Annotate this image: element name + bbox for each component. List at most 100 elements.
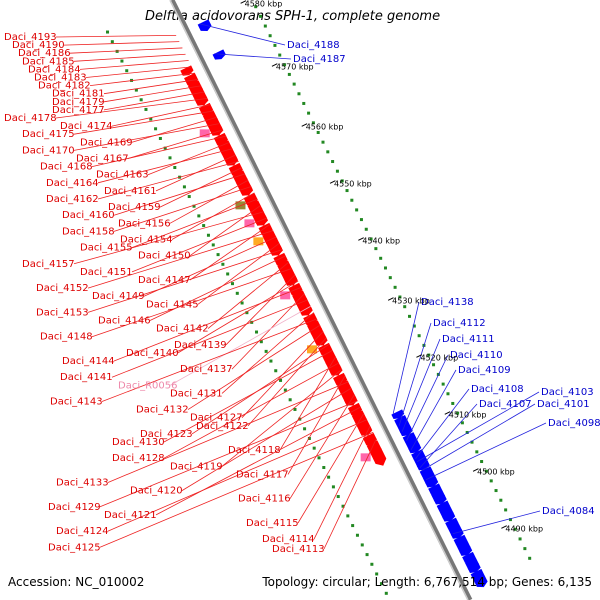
leader-line [297,413,365,524]
gc-tick-right [255,330,259,334]
gc-tick-left [460,421,464,425]
gene-label: Daci_4161 [104,186,157,197]
reverse-gene [408,443,422,454]
leader-line [111,299,308,378]
gene-label: Daci_4178 [4,113,57,124]
gc-tick-left [292,82,296,86]
gc-tick-right [264,349,268,353]
gc-tick-left [456,411,460,415]
gc-tick-right [274,369,278,373]
gene-label: Daci_4121 [104,510,157,521]
leader-line [101,318,318,402]
gc-tick-left [441,382,445,386]
leader-line [177,280,299,354]
leader-line [221,368,343,467]
gc-tick-right [327,475,331,479]
gene-label: Daci_4117 [236,469,289,480]
gc-tick-right [134,88,138,92]
label-leader-lines [55,23,547,550]
leader-line [99,400,358,508]
gc-tick-right [192,204,196,208]
gene-label: Daci_4084 [542,506,595,517]
gene-label: Daci_4158 [62,226,115,237]
gc-tick-right [312,446,316,450]
gene-label: Daci_4140 [126,348,179,359]
leader-line [87,230,274,289]
gc-tick-left [350,198,354,202]
leader-line [91,268,293,338]
scale-tick-label: 4500 kbp [477,467,515,476]
leader-line [97,148,233,184]
forward-gene [333,372,348,386]
forward-gene [362,432,378,446]
gene-label: Daci_4109 [458,365,511,376]
scale-tick [301,123,308,127]
leader-line [55,34,177,38]
feature-box [307,345,318,354]
leader-line [73,123,221,151]
gc-tick-right [384,591,388,595]
gc-tick-left [446,392,450,396]
gc-tick-right [240,301,244,305]
gc-tick-left [331,160,335,164]
gc-tick-right [173,166,177,170]
gene-label: Daci_4113 [272,544,325,555]
backbone-highlight [169,0,469,600]
forward-gene [184,72,199,86]
topology-text: Topology: circular; Length: 6,767,514 bp… [262,575,592,589]
leader-line [197,242,280,305]
gene-label: Daci_4156 [118,218,171,229]
feature-box [253,237,264,246]
gene-label: Daci_4154 [120,235,173,246]
gene-label: Daci_4125 [48,542,101,553]
leader-line [287,375,346,475]
scale-tick [416,354,423,358]
gene-label: Daci_4187 [293,54,346,65]
gc-tick-left [355,208,359,212]
gc-tick-right [110,40,114,44]
gc-tick-right [206,233,210,237]
gc-tick-right [303,427,307,431]
leader-line [225,274,296,346]
leader-line [111,104,211,127]
feature-box [280,291,291,300]
forward-gene [288,282,303,296]
leader-line [279,356,337,451]
gc-tick-left [484,469,488,473]
gc-tick-left [465,430,469,434]
gene-label: Daci_4143 [50,397,103,408]
gc-tick-right [370,562,374,566]
scale-tick-label: 4580 kbp [245,0,283,8]
scale-tick-label: 4570 kbp [276,62,314,71]
gc-tick-left [302,101,306,105]
leader-line [163,349,333,443]
gc-tick-left [273,43,277,47]
leader-line [452,510,541,535]
gc-tick-right [336,495,340,499]
leader-line [91,135,227,167]
gene-label: Daci_4160 [62,210,115,221]
gc-tick-left [403,305,407,309]
gene-label: Daci_4110 [450,350,503,361]
forward-gene [195,95,209,106]
gc-tick-left [393,285,397,289]
gene-label: Daci_4116 [238,494,291,505]
forward-gene [303,312,318,326]
leader-line [231,293,305,370]
gc-tick-left [297,92,301,96]
leader-line [247,337,327,427]
leader-line [97,160,239,200]
gc-tick-right [230,282,234,286]
leader-line [99,431,374,548]
gene-label: Daci_4111 [442,334,495,345]
gene-label: Daci_4142 [156,324,209,335]
forward-gene [243,192,258,206]
gene-label: Daci_4182 [38,81,91,92]
scale-tick-label: 4510 kbp [449,410,487,419]
gc-tick-left [489,479,493,483]
leader-line [323,438,377,550]
gc-tick-left [359,218,363,222]
gene-label: Daci_4119 [170,461,223,472]
scale-tick [240,0,247,4]
